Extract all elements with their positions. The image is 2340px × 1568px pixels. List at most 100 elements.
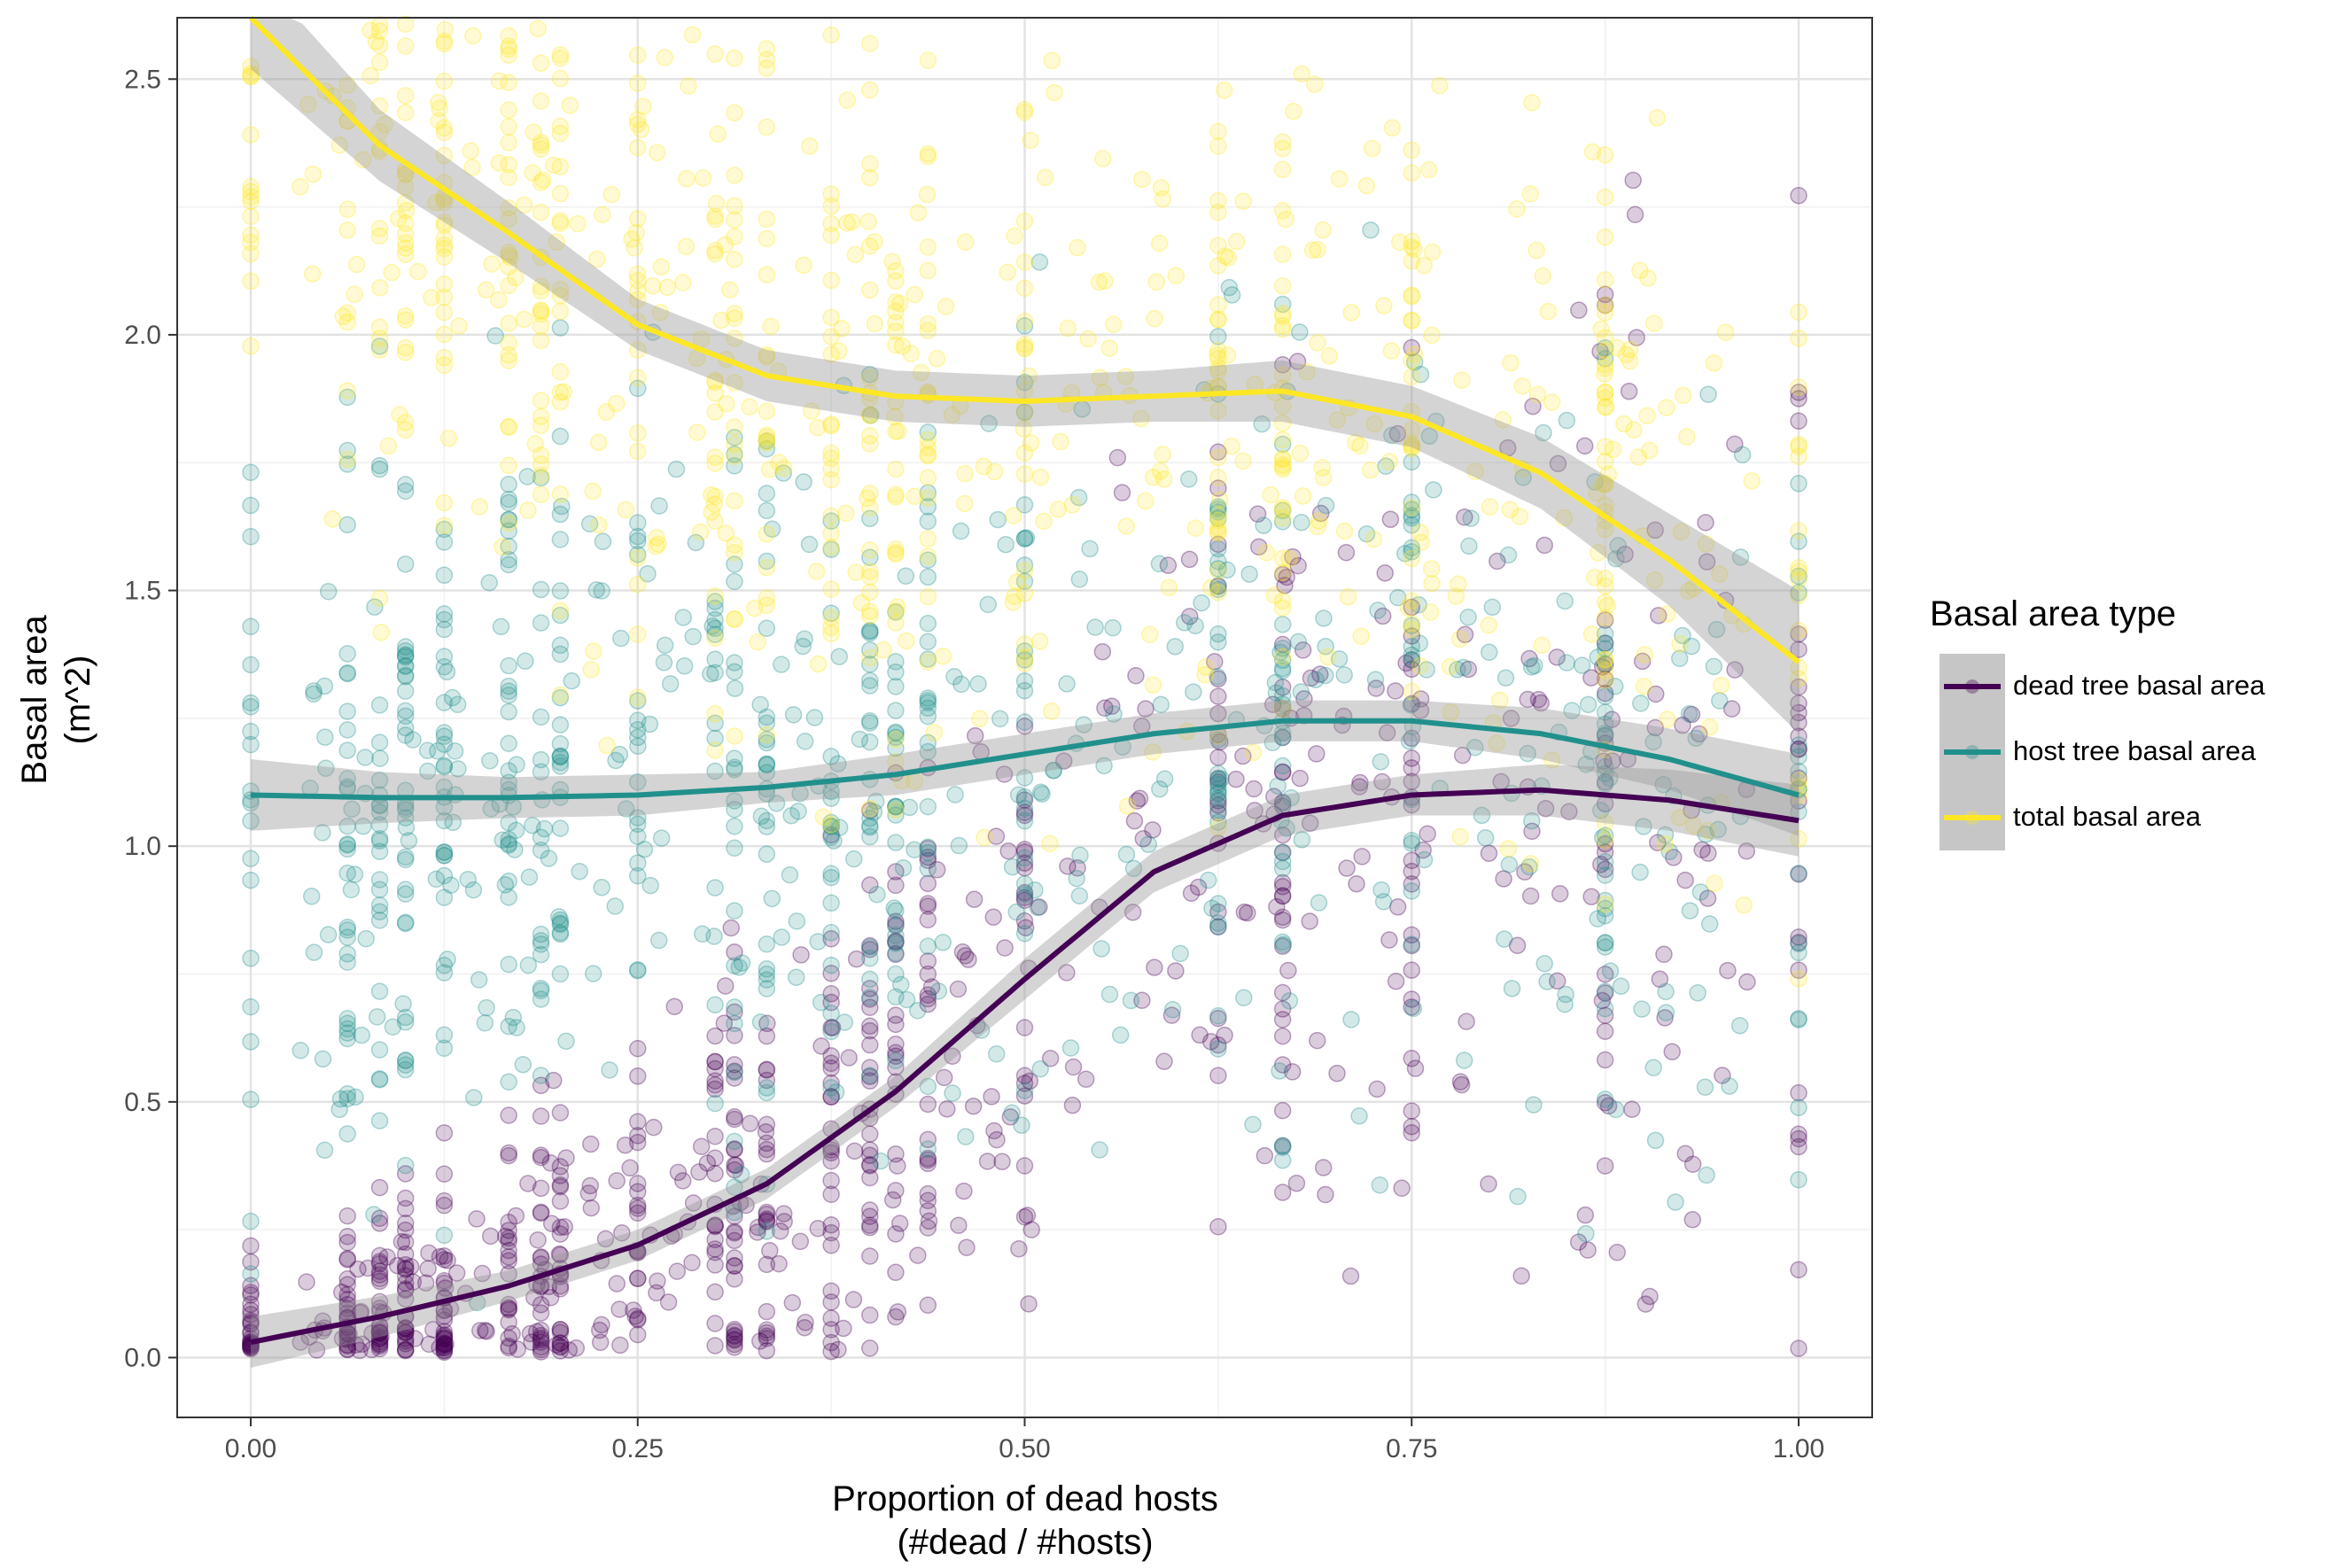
data-point [435,1323,454,1340]
data-point [887,1035,905,1053]
data-point [875,640,892,659]
data-point [315,1141,334,1160]
data-point [1583,143,1602,161]
data-point [829,1340,847,1359]
data-point [1079,330,1097,348]
data-point [919,689,937,707]
data-point [1150,234,1169,252]
data-point [1659,710,1676,728]
data-point [628,138,647,157]
data-point [1460,537,1478,555]
data-point [1234,192,1252,211]
data-point [1700,718,1719,736]
data-point [822,539,840,556]
data-point [593,582,610,600]
data-point [726,536,743,555]
data-point [430,112,447,130]
data-point [319,583,338,601]
data-point [1015,912,1034,930]
data-point [532,469,550,487]
data-point [551,427,570,446]
data-point [389,209,408,228]
data-point [1105,705,1123,723]
data-point [435,1327,454,1346]
data-point [551,384,570,401]
data-point [1009,786,1028,804]
data-point [1069,859,1086,877]
data-point [838,213,856,232]
data-point [751,1013,770,1031]
data-point [1411,690,1430,708]
data-point [1596,329,1614,347]
data-point [242,850,260,867]
data-point [805,709,824,726]
data-point [1646,718,1664,737]
data-point [919,937,937,955]
data-point [532,317,550,335]
data-point [1031,468,1050,486]
data-point [925,724,944,741]
data-point [1706,874,1723,892]
data-point [822,1088,840,1106]
data-point [1015,212,1034,230]
data-point [368,1008,386,1026]
data-point [1423,326,1441,345]
data-point [1711,565,1729,583]
data-point [1273,878,1292,896]
data-point [1415,850,1434,869]
data-point [795,256,812,275]
data-point [774,459,793,477]
data-point [887,1145,905,1163]
data-point [435,957,454,974]
data-point [521,1324,540,1343]
data-point [978,1153,997,1170]
data-point [435,735,454,753]
data-point [1596,304,1614,322]
y-tick-label: 1.5 [124,577,161,606]
data-point [1596,383,1614,401]
data-point [435,1026,454,1044]
data-point [292,177,309,196]
data-point [448,695,467,713]
data-point [431,1339,448,1357]
data-point [822,1005,840,1022]
data-point [1280,550,1298,568]
data-point [435,146,454,165]
data-point [317,759,335,778]
y-axis-title-line2: (m^2) [58,656,97,745]
data-point [1007,573,1026,591]
data-point [1209,296,1227,314]
data-point [822,1321,840,1339]
data-point [1488,734,1505,752]
data-point [1091,1141,1108,1159]
data-point [628,369,647,387]
data-point [1015,420,1033,438]
data-point [822,1282,840,1300]
data-point [532,1067,550,1084]
data-point [837,504,855,523]
data-point [1118,797,1137,815]
data-point [628,1039,647,1058]
data-point [1590,544,1607,562]
data-point [822,1059,840,1077]
data-point [822,1075,840,1092]
data-point [822,1171,840,1190]
data-point [851,730,869,749]
data-point [571,862,588,881]
data-point [435,1334,454,1353]
data-point [1071,846,1089,865]
data-point [861,802,879,819]
data-point [1596,831,1614,850]
data-point [1612,977,1630,996]
data-point [758,524,776,543]
data-point [534,171,552,190]
data-point [1596,296,1614,314]
data-point [1596,684,1614,702]
data-point [1403,621,1421,639]
data-point [919,742,937,761]
data-point [726,167,743,184]
data-point [1209,1040,1227,1058]
data-point [822,444,840,462]
data-point [706,1216,724,1235]
data-point [1405,240,1423,259]
